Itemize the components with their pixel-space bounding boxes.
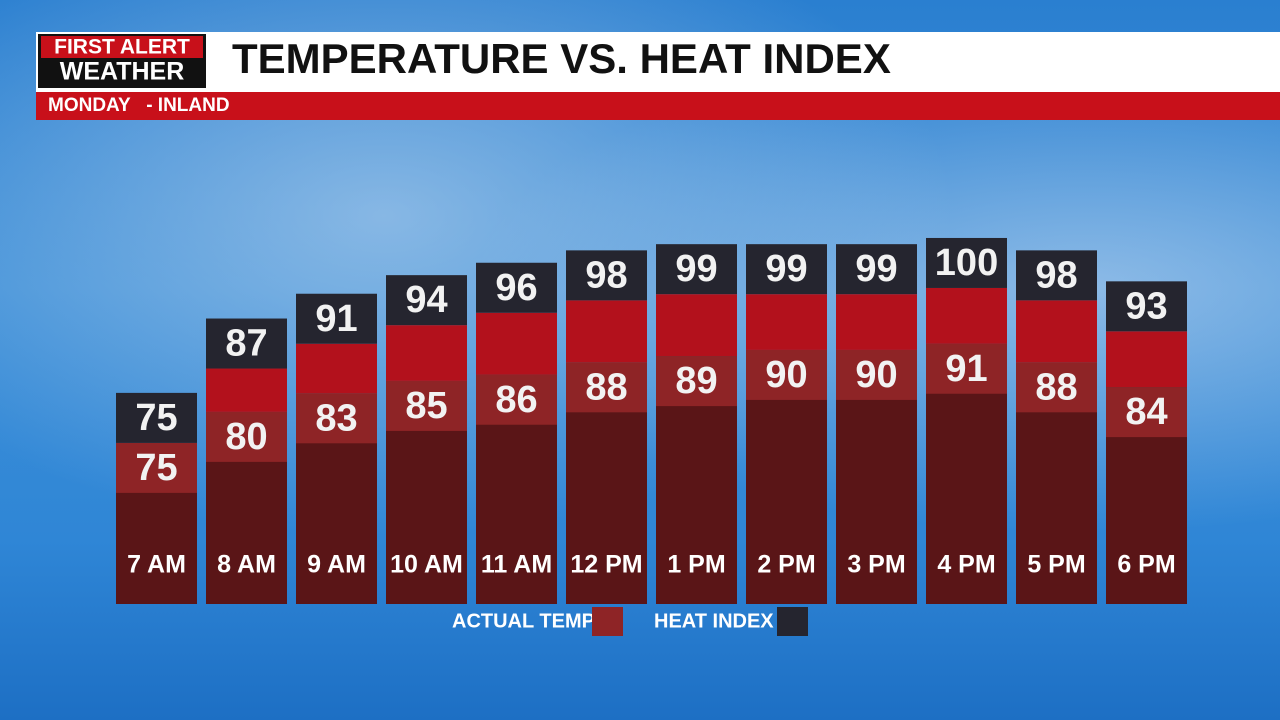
heat-index-cap — [296, 293, 377, 344]
temp-label: 88 — [585, 366, 627, 408]
heat-index-bar — [566, 300, 647, 363]
temp-label: 89 — [675, 360, 717, 402]
temp-label: 85 — [405, 385, 447, 427]
heat-index-label: 94 — [405, 279, 447, 321]
heat-index-label: 75 — [135, 397, 177, 439]
subtitle-bar — [36, 92, 1280, 120]
temp-label-band — [1106, 387, 1187, 438]
heat-index-label: 87 — [225, 323, 267, 365]
temp-label-band — [206, 411, 287, 462]
heat-index-label: 98 — [585, 254, 627, 296]
logo-line1: FIRST ALERT — [54, 36, 190, 59]
temp-label-band — [1016, 362, 1097, 413]
heat-index-cap — [566, 250, 647, 301]
x-tick-label: 8 AM — [217, 551, 276, 579]
chart-subtitle: MONDAY - INLAND — [48, 95, 230, 116]
heat-index-bar — [1016, 300, 1097, 363]
temp-label-band — [836, 349, 917, 400]
heat-index-cap — [656, 244, 737, 295]
temp-label: 80 — [225, 416, 267, 458]
heat-index-bar — [926, 287, 1007, 344]
heat-index-bar — [836, 294, 917, 350]
heat-index-label: 98 — [1035, 254, 1077, 296]
temp-label: 83 — [315, 397, 357, 439]
legend-swatch — [592, 607, 623, 636]
logo-line2: WEATHER — [60, 58, 185, 86]
chart-title: TEMPERATURE VS. HEAT INDEX — [232, 35, 891, 82]
heat-index-cap — [1016, 250, 1097, 301]
temp-label: 90 — [855, 354, 897, 396]
x-tick-label: 10 AM — [390, 551, 463, 579]
heat-index-label: 99 — [855, 248, 897, 290]
x-tick-label: 1 PM — [667, 551, 725, 579]
heat-index-bar — [296, 343, 377, 394]
heat-index-cap — [836, 244, 917, 295]
temp-label-band — [926, 343, 1007, 394]
heat-index-cap — [1106, 281, 1187, 332]
heat-index-cap — [206, 318, 287, 369]
heat-index-cap — [476, 262, 557, 313]
heat-index-bar — [206, 368, 287, 412]
temp-label: 91 — [945, 348, 987, 390]
heat-index-label: 93 — [1125, 285, 1167, 327]
temp-label-band — [386, 380, 467, 431]
temp-label: 90 — [765, 354, 807, 396]
heat-index-label: 99 — [765, 248, 807, 290]
temp-label-band — [746, 349, 827, 400]
x-tick-label: 11 AM — [481, 551, 552, 579]
heat-index-bar — [386, 325, 467, 381]
heat-index-bar — [1106, 331, 1187, 388]
heat-index-label: 100 — [935, 242, 998, 284]
x-tick-label: 12 PM — [570, 551, 642, 579]
title-bar — [36, 32, 1280, 92]
heat-index-bar — [476, 312, 557, 375]
heat-index-label: 91 — [315, 298, 357, 340]
logo-band — [41, 36, 203, 58]
temp-label-band — [656, 356, 737, 407]
heat-index-label: 99 — [675, 248, 717, 290]
heat-index-cap — [746, 244, 827, 295]
heat-index-cap — [926, 237, 1007, 288]
legend-label: HEAT INDEX — [654, 610, 774, 632]
temp-label: 75 — [135, 447, 177, 489]
x-tick-label: 3 PM — [847, 551, 905, 579]
heat-index-bar — [656, 294, 737, 357]
legend-swatch — [777, 607, 808, 636]
x-tick-label: 9 AM — [307, 551, 366, 579]
temp-label-band — [566, 362, 647, 413]
temp-label: 88 — [1035, 366, 1077, 408]
x-tick-label: 4 PM — [937, 551, 995, 579]
heat-index-cap — [116, 392, 197, 443]
temp-label-band — [476, 374, 557, 425]
x-tick-label: 2 PM — [757, 551, 815, 579]
x-tick-label: 6 PM — [1117, 551, 1175, 579]
x-tick-label: 5 PM — [1027, 551, 1085, 579]
temp-label: 86 — [495, 379, 537, 421]
temp-label-band — [116, 442, 197, 493]
x-tick-label: 7 AM — [127, 551, 186, 579]
legend-label: ACTUAL TEMP — [452, 610, 595, 632]
heat-index-bar — [746, 294, 827, 350]
heat-index-label: 96 — [495, 267, 537, 309]
temp-label-band — [296, 393, 377, 444]
heat-index-cap — [386, 275, 467, 326]
temp-label: 84 — [1125, 391, 1167, 433]
